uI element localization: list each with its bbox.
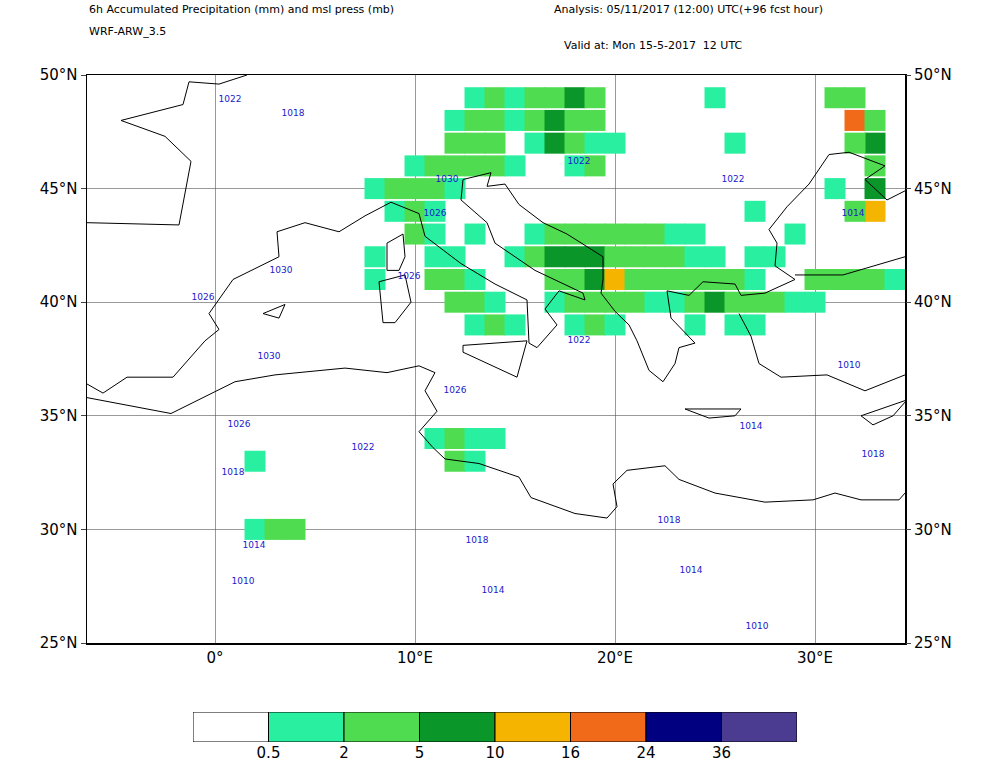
svg-text:1014: 1014 xyxy=(740,421,763,431)
svg-text:0°: 0° xyxy=(206,649,223,667)
svg-text:45°N: 45°N xyxy=(40,180,78,198)
svg-text:10: 10 xyxy=(485,744,504,762)
svg-text:1014: 1014 xyxy=(482,585,505,595)
svg-text:1026: 1026 xyxy=(444,385,467,395)
svg-text:1010: 1010 xyxy=(232,576,255,586)
svg-text:1026: 1026 xyxy=(398,271,421,281)
svg-text:25°N: 25°N xyxy=(40,634,78,652)
svg-text:1026: 1026 xyxy=(192,292,215,302)
svg-text:1018: 1018 xyxy=(862,449,885,459)
svg-text:50°N: 50°N xyxy=(40,66,78,84)
svg-text:1026: 1026 xyxy=(424,208,447,218)
svg-text:1014: 1014 xyxy=(680,565,703,575)
svg-text:16: 16 xyxy=(561,744,580,762)
svg-text:10°E: 10°E xyxy=(397,649,433,667)
svg-text:6h Accumulated Precipitation (: 6h Accumulated Precipitation (mm) and ms… xyxy=(89,3,394,16)
svg-text:Valid at: Mon 15-5-2017 12 UT: Valid at: Mon 15-5-2017 12 UTC xyxy=(564,39,742,52)
svg-text:1010: 1010 xyxy=(746,621,769,631)
svg-text:1022: 1022 xyxy=(568,335,591,345)
svg-text:50°N: 50°N xyxy=(914,66,952,84)
svg-text:45°N: 45°N xyxy=(914,180,952,198)
svg-text:1030: 1030 xyxy=(436,174,459,184)
svg-text:1018: 1018 xyxy=(222,467,245,477)
svg-text:2: 2 xyxy=(339,744,349,762)
svg-text:30°N: 30°N xyxy=(914,521,952,539)
svg-text:24: 24 xyxy=(636,744,655,762)
svg-text:1026: 1026 xyxy=(228,419,251,429)
svg-text:1014: 1014 xyxy=(842,208,865,218)
svg-text:1010: 1010 xyxy=(838,360,861,370)
svg-text:1018: 1018 xyxy=(282,108,305,118)
svg-text:25°N: 25°N xyxy=(914,634,952,652)
svg-text:1022: 1022 xyxy=(219,94,242,104)
svg-text:35°N: 35°N xyxy=(40,407,78,425)
svg-text:30°E: 30°E xyxy=(797,649,833,667)
svg-text:20°E: 20°E xyxy=(597,649,633,667)
svg-text:30°N: 30°N xyxy=(40,521,78,539)
svg-text:40°N: 40°N xyxy=(40,293,78,311)
svg-text:1014: 1014 xyxy=(243,540,266,550)
svg-text:1022: 1022 xyxy=(352,442,375,452)
svg-text:40°N: 40°N xyxy=(914,293,952,311)
svg-text:WRF-ARW_3.5: WRF-ARW_3.5 xyxy=(89,25,166,38)
svg-text:1022: 1022 xyxy=(568,156,591,166)
svg-text:1030: 1030 xyxy=(258,351,281,361)
svg-text:Analysis: 05/11/2017 (12:00) U: Analysis: 05/11/2017 (12:00) UTC(+96 fcs… xyxy=(554,3,823,16)
svg-text:1022: 1022 xyxy=(722,174,745,184)
svg-text:36: 36 xyxy=(712,744,731,762)
svg-text:1030: 1030 xyxy=(270,265,293,275)
svg-text:35°N: 35°N xyxy=(914,407,952,425)
svg-text:1018: 1018 xyxy=(658,515,681,525)
svg-text:0.5: 0.5 xyxy=(257,744,281,762)
svg-text:5: 5 xyxy=(415,744,425,762)
svg-text:1018: 1018 xyxy=(466,535,489,545)
